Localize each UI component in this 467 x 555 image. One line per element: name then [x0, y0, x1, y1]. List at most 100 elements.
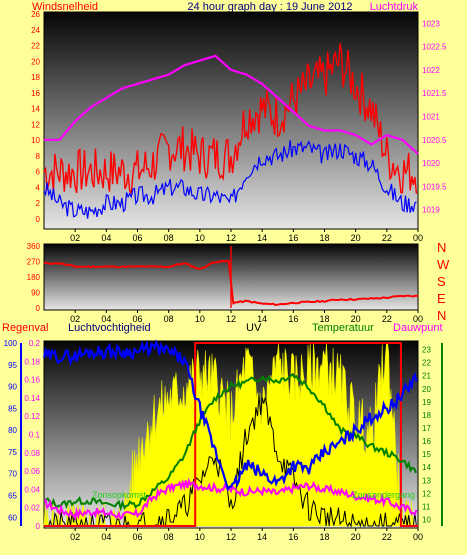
dewpoint-title: Dauwpunt: [393, 322, 443, 334]
pressure-ytick-1021.5: 1021.5: [422, 89, 447, 98]
rain-ytick-0.16: 0.16: [24, 376, 40, 385]
rain-ytick-0.14: 0.14: [24, 394, 40, 403]
dir-xtick-04: 04: [101, 314, 111, 324]
rain-title: Regenval: [2, 322, 48, 334]
direction-letter-2: S: [437, 274, 446, 289]
humidity-ytick-80: 80: [8, 426, 17, 435]
wind-speed-title: Windsnelheid: [32, 1, 98, 13]
rain-ytick-0.06: 0.06: [24, 467, 40, 476]
direction-letter-3: E: [437, 291, 446, 306]
temperature-ytick-14: 14: [422, 463, 431, 472]
humidity-ytick-85: 85: [8, 404, 17, 413]
wind-ytick-10: 10: [31, 136, 40, 145]
temperature-ytick-13: 13: [422, 476, 431, 485]
humidity-ytick-100: 100: [4, 339, 18, 348]
wind-ytick-22: 22: [31, 42, 40, 51]
top-xtick-04: 04: [101, 233, 111, 243]
humidity-title: Luchtvochtigheid: [68, 322, 151, 334]
temperature-ytick-22: 22: [422, 359, 431, 368]
wind-ytick-0: 0: [36, 215, 41, 224]
rain-ytick-0.02: 0.02: [24, 504, 40, 513]
pressure-ytick-1019.5: 1019.5: [422, 182, 447, 191]
wind-ytick-24: 24: [31, 26, 40, 35]
direction-ytick-270: 270: [27, 258, 41, 267]
bot-xtick-12: 12: [226, 532, 236, 542]
top-xtick-10: 10: [195, 233, 205, 243]
wind-series-line: [43, 140, 417, 219]
humidity-series-line: [42, 339, 418, 492]
temperature-ytick-16: 16: [422, 437, 431, 446]
humidity-ytick-75: 75: [8, 448, 17, 457]
direction-ytick-360: 360: [27, 242, 41, 251]
temperature-ytick-15: 15: [422, 450, 431, 459]
dir-xtick-10: 10: [195, 314, 205, 324]
top-xtick-16: 16: [288, 233, 298, 243]
top-xtick-20: 20: [351, 233, 361, 243]
gust-series-line: [43, 43, 418, 195]
rain-ytick-0.18: 0.18: [24, 357, 40, 366]
temperature-ytick-21: 21: [422, 372, 431, 381]
pressure-series-line: [44, 54, 419, 155]
wind-ytick-4: 4: [36, 183, 41, 192]
uv-series-line: [44, 395, 417, 528]
direction-ytick-90: 90: [31, 289, 40, 298]
temperature-ytick-19: 19: [422, 398, 431, 407]
sunset-label: Zonsondergang: [352, 490, 415, 500]
bot-xtick-18: 18: [319, 532, 329, 542]
direction-ytick-0: 0: [36, 304, 41, 313]
rain-series-line: [44, 342, 418, 527]
wind-ytick-16: 16: [31, 89, 40, 98]
dir-xtick-02: 02: [70, 314, 80, 324]
rain-ytick-0: 0: [36, 522, 41, 531]
top-xtick-22: 22: [382, 233, 392, 243]
top-xtick-14: 14: [257, 233, 267, 243]
dir-xtick-12: 12: [226, 314, 236, 324]
temperature-ytick-18: 18: [422, 411, 431, 420]
direction-ytick-180: 180: [27, 273, 41, 282]
bot-xtick-04: 04: [101, 532, 111, 542]
temperature-title: Temperatuur: [312, 322, 374, 334]
dewpoint-series-line: [43, 477, 418, 521]
top-xtick-12: 12: [226, 233, 236, 243]
pressure-ytick-1021: 1021: [422, 113, 440, 122]
pressure-title: Luchtdruk: [370, 1, 419, 13]
climate-chart: 606570758085909510000.020.040.060.080.10…: [4, 339, 443, 542]
dir-xtick-06: 06: [132, 314, 142, 324]
dir-xtick-22: 22: [382, 314, 392, 324]
humidity-ytick-70: 70: [8, 470, 17, 479]
temperature-ytick-17: 17: [422, 424, 431, 433]
temperature-ytick-23: 23: [422, 346, 431, 355]
humidity-ytick-90: 90: [8, 383, 17, 392]
pressure-ytick-1019: 1019: [422, 206, 440, 215]
temperature-ytick-10: 10: [422, 515, 431, 524]
bot-xtick-16: 16: [288, 532, 298, 542]
wind-ytick-20: 20: [31, 57, 40, 66]
bot-xtick-06: 06: [132, 532, 142, 542]
sunrise-label: Zonsopkomst: [92, 490, 147, 500]
temperature-ytick-12: 12: [422, 489, 431, 498]
wind-ytick-14: 14: [31, 105, 40, 114]
top-xtick-06: 06: [132, 233, 142, 243]
rain-ytick-0.08: 0.08: [24, 449, 40, 458]
bot-xtick-00: 00: [413, 532, 423, 542]
dir-xtick-08: 08: [164, 314, 174, 324]
direction-letter-0: N: [437, 240, 446, 255]
temperature-ytick-11: 11: [422, 502, 431, 511]
top-xtick-02: 02: [70, 233, 80, 243]
pressure-ytick-1023: 1023: [422, 19, 440, 28]
humidity-ytick-95: 95: [8, 361, 17, 370]
rain-ytick-0.04: 0.04: [24, 485, 40, 494]
rain-ytick-0.2: 0.2: [29, 339, 41, 348]
top-xtick-18: 18: [319, 233, 329, 243]
dir-xtick-16: 16: [288, 314, 298, 324]
pressure-ytick-1020.5: 1020.5: [422, 136, 447, 145]
bot-xtick-14: 14: [257, 532, 267, 542]
bot-xtick-02: 02: [70, 532, 80, 542]
dir-xtick-18: 18: [319, 314, 329, 324]
bot-xtick-22: 22: [382, 532, 392, 542]
pressure-ytick-1020: 1020: [422, 159, 440, 168]
humidity-ytick-65: 65: [8, 492, 17, 501]
direction-letter-4: N: [437, 308, 446, 323]
top-xtick-08: 08: [164, 233, 174, 243]
